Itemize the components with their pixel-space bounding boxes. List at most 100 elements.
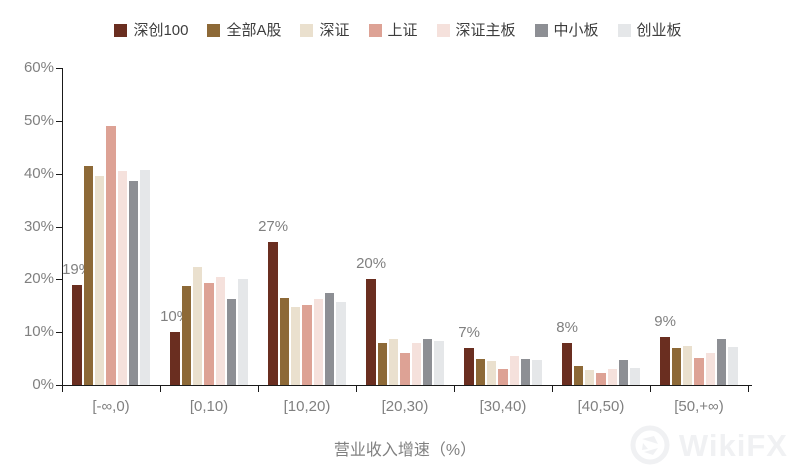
bar-创业板-1 — [238, 278, 248, 385]
bar-全部A股-0 — [83, 165, 94, 385]
x-tick — [650, 386, 651, 392]
bar-创业板-5 — [630, 368, 640, 385]
bar-深创100-0 — [72, 284, 82, 385]
x-tick — [454, 386, 455, 392]
bar-创业板-6 — [728, 346, 738, 385]
legend-item-6: 创业板 — [617, 21, 682, 39]
bar-深证主板-2 — [313, 299, 324, 385]
bar-中小板-4 — [520, 358, 531, 385]
bar-上证-6 — [694, 357, 704, 385]
legend-label: 深创100 — [133, 21, 189, 39]
bar-深证-3 — [388, 339, 399, 385]
legend-swatch-icon — [368, 23, 382, 37]
y-axis-line — [62, 68, 63, 385]
x-tick — [552, 386, 553, 392]
y-tick — [56, 332, 62, 334]
bar-创业板-4 — [532, 360, 542, 385]
bar-中小板-5 — [618, 359, 629, 385]
y-tick-label: 10% — [23, 323, 54, 341]
x-tick-label: [-∞,0) — [92, 398, 130, 415]
legend-swatch-icon — [300, 23, 314, 37]
bar-全部A股-3 — [377, 342, 388, 385]
data-label: 8% — [556, 318, 578, 336]
bar-深证-0 — [94, 176, 105, 385]
bar-全部A股-5 — [573, 365, 584, 385]
bar-深创100-2 — [268, 242, 278, 385]
x-tick-label: [50,+∞) — [674, 398, 724, 415]
legend-swatch-icon — [534, 23, 548, 37]
legend-swatch-icon — [617, 23, 631, 37]
x-tick — [62, 386, 63, 392]
y-tick — [56, 173, 62, 175]
bar-创业板-0 — [140, 170, 150, 385]
y-tick-label: 20% — [23, 270, 54, 288]
bar-深证主板-0 — [117, 171, 128, 385]
bar-上证-1 — [204, 283, 214, 385]
bar-深证主板-5 — [607, 369, 618, 385]
bar-深证-4 — [486, 361, 497, 385]
x-tick — [258, 386, 259, 392]
y-tick-label: 60% — [23, 59, 54, 76]
x-tick-label: [30,40) — [479, 398, 527, 415]
legend-item-4: 深证主板 — [436, 23, 516, 38]
bar-上证-4 — [498, 369, 508, 385]
x-tick-label: [10,20) — [283, 398, 331, 415]
bar-中小板-3 — [422, 339, 433, 385]
x-tick-label: [0,10) — [189, 398, 229, 415]
legend-label: 上证 — [387, 21, 418, 39]
x-tick-label: [20,30) — [381, 398, 429, 415]
x-tick — [748, 386, 749, 392]
data-label: 7% — [458, 324, 480, 342]
bar-深证-5 — [584, 370, 595, 385]
y-tick-label: 0% — [32, 376, 54, 393]
bar-中小板-2 — [324, 293, 335, 385]
y-tick — [56, 226, 62, 228]
x-tick — [356, 386, 357, 392]
y-tick-label: 30% — [23, 217, 54, 235]
y-tick-label: 40% — [23, 164, 54, 182]
watermark: WikiFX — [629, 424, 788, 466]
x-axis-line — [62, 385, 752, 386]
legend-label: 创业板 — [636, 21, 682, 39]
bar-深创100-1 — [170, 332, 180, 385]
bar-深证-6 — [682, 345, 693, 385]
bar-深证主板-6 — [705, 352, 716, 385]
legend-item-0: 深创100 — [114, 23, 188, 38]
x-tick-label: [40,50) — [577, 398, 625, 415]
bar-中小板-1 — [226, 298, 237, 385]
legend-label: 深证 — [319, 21, 350, 39]
bar-上证-5 — [596, 372, 606, 385]
legend-item-1: 全部A股 — [207, 23, 281, 38]
wikifx-logo-icon — [630, 425, 670, 465]
bar-上证-0 — [106, 126, 116, 385]
bar-全部A股-6 — [671, 348, 682, 385]
legend-item-3: 上证 — [368, 21, 418, 39]
bar-深创100-6 — [660, 337, 670, 385]
legend-item-2: 深证 — [300, 21, 350, 39]
bar-深创100-5 — [562, 342, 572, 385]
bar-上证-3 — [400, 353, 410, 385]
legend-swatch-icon — [207, 23, 221, 37]
bar-深证主板-4 — [509, 355, 520, 385]
bar-全部A股-4 — [475, 358, 486, 385]
bar-中小板-6 — [716, 338, 727, 385]
bar-深证-1 — [192, 266, 203, 385]
legend-swatch-icon — [436, 23, 450, 37]
bar-深证主板-3 — [411, 342, 422, 385]
bar-上证-2 — [302, 305, 312, 385]
legend-swatch-icon — [114, 23, 128, 37]
data-label: 27% — [258, 218, 289, 236]
bar-深创100-4 — [464, 348, 474, 385]
y-tick — [56, 68, 62, 69]
legend: 深创100 全部A股 深证 上证 深证主板 中小板 创业板 — [0, 18, 796, 42]
watermark-text: WikiFX — [678, 427, 788, 463]
data-label: 20% — [356, 255, 387, 273]
legend-label: 中小板 — [553, 21, 599, 39]
legend-item-5: 中小板 — [534, 21, 599, 39]
y-tick-label: 50% — [23, 111, 54, 129]
x-tick — [160, 386, 161, 392]
bar-创业板-2 — [336, 302, 346, 385]
bar-中小板-0 — [128, 180, 139, 385]
